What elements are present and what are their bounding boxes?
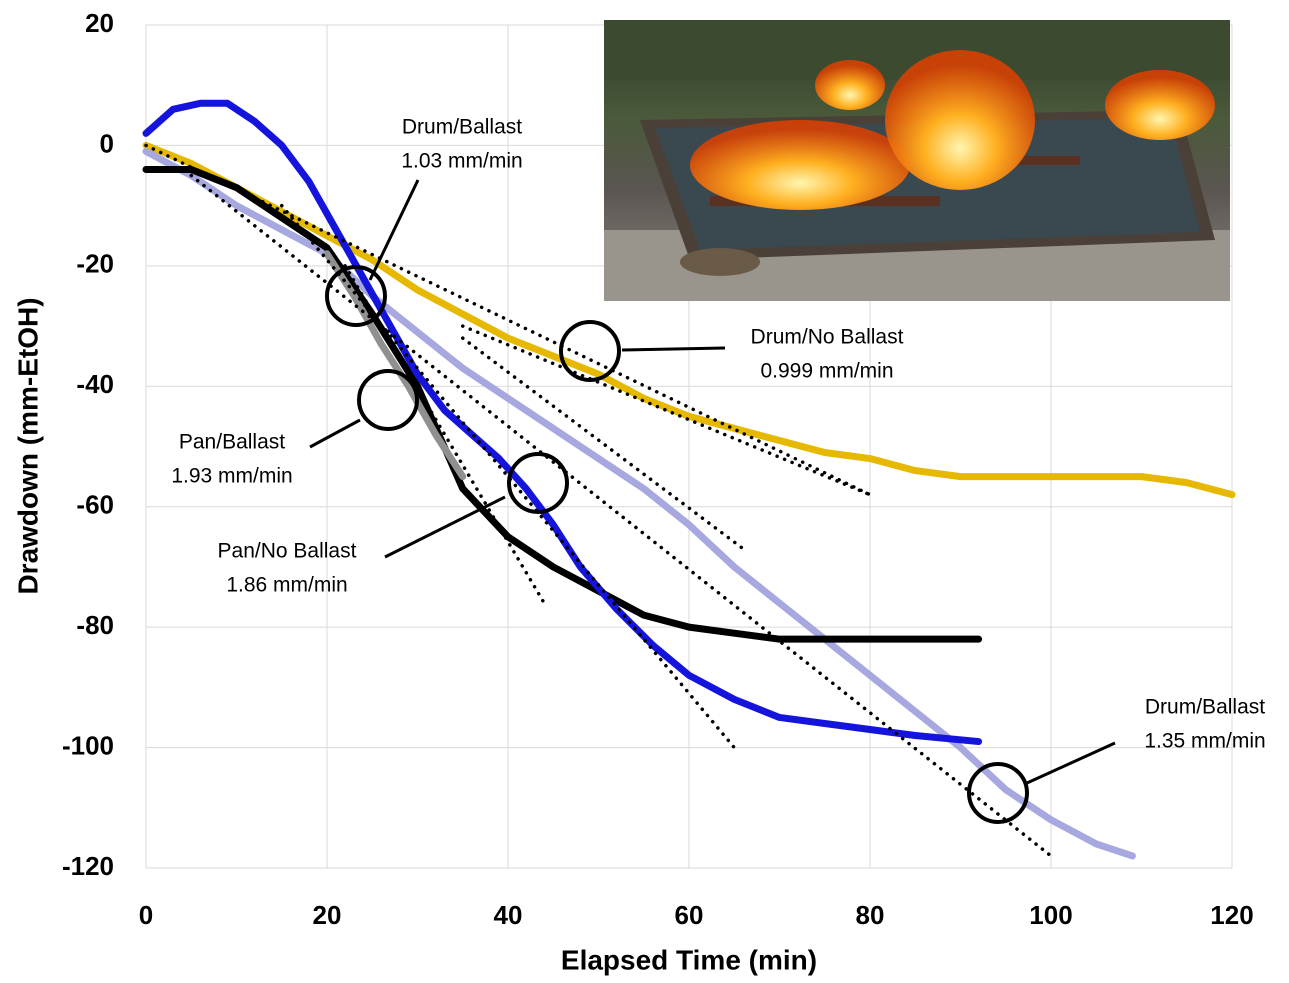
x-tick-label: 40	[494, 900, 523, 930]
y-tick-label: -120	[62, 851, 114, 881]
annotation-text: Pan/No Ballast	[218, 540, 357, 563]
x-tick-label: 120	[1210, 900, 1253, 930]
annotation-leader	[309, 418, 361, 449]
y-tick-label: 20	[85, 8, 114, 38]
y-axis-title: Drawdown (mm-EtOH)	[12, 297, 43, 594]
x-tick-label: 60	[675, 900, 704, 930]
annotation-circle	[967, 762, 1029, 824]
x-axis-title: Elapsed Time (min)	[561, 944, 817, 975]
y-tick-label: -40	[76, 369, 114, 399]
x-tick-label: 0	[139, 900, 153, 930]
data-line	[323, 250, 467, 481]
plot-area: -120 -100 -80 -60 -40 -20 0 20 0 20 40 60 80 100 120 Dr…	[62, 8, 1266, 930]
x-tick-label: 20	[313, 900, 342, 930]
y-tick-label: -80	[76, 610, 114, 640]
annotation-leader	[384, 495, 506, 559]
annotation-text: 1.86 mm/min	[226, 574, 347, 597]
trend-line	[461, 324, 872, 497]
trend-line	[343, 264, 546, 605]
annotation-text: 1.35 mm/min	[1144, 730, 1265, 753]
annotation-leader	[368, 179, 420, 281]
y-tick-label: -20	[76, 249, 114, 279]
y-tick-label: 0	[100, 128, 114, 158]
trend-line	[461, 336, 746, 551]
inset-photo	[604, 20, 1230, 301]
annotation-leader	[1026, 741, 1116, 785]
annotation-text: Drum/Ballast	[1145, 696, 1265, 719]
data-line	[142, 166, 983, 643]
data-line	[142, 147, 1136, 860]
y-tick-label: -60	[76, 490, 114, 520]
annotation-circle	[357, 369, 419, 431]
data-line	[142, 99, 983, 746]
annotation-text: Drum/Ballast	[402, 116, 522, 139]
annotation-text: 0.999 mm/min	[760, 360, 893, 383]
trend-line	[189, 173, 1053, 858]
annotation-text: 1.03 mm/min	[401, 150, 522, 173]
annotation-text: Pan/Ballast	[179, 431, 285, 454]
y-tick-label: -100	[62, 730, 114, 760]
data-line	[142, 141, 1236, 499]
annotation-circle	[507, 452, 569, 514]
annotation-text: Drum/No Ballast	[751, 326, 904, 349]
annotation-circle	[325, 265, 387, 327]
x-tick-label: 100	[1029, 900, 1072, 930]
annotation-text: 1.93 mm/min	[171, 465, 292, 488]
annotation-leader	[621, 346, 726, 352]
x-tick-label: 80	[856, 900, 885, 930]
annotation-circle	[559, 320, 621, 382]
